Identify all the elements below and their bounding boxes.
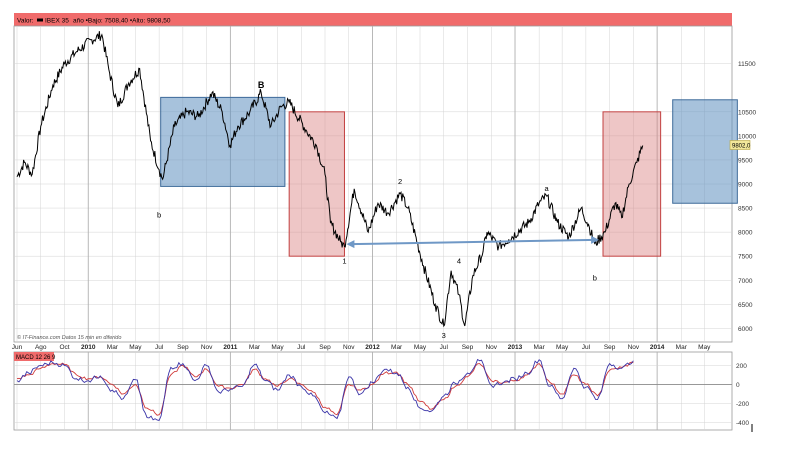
x-tick-label: May (698, 344, 711, 351)
x-tick-label: May (129, 344, 142, 351)
y-tick-label: 9000 (738, 182, 753, 189)
header-label: Valor: (17, 18, 34, 25)
macd-line (16, 358, 634, 421)
macd-plot-area (13, 351, 733, 431)
wave-label: 3 (442, 331, 446, 340)
macd-label-bg (14, 352, 54, 361)
x-tick-label: May (414, 344, 427, 351)
blue-zone-box (672, 99, 738, 204)
x-tick-label: May (556, 344, 569, 351)
arrow-head-left (346, 240, 355, 249)
blue-zone-box (160, 96, 286, 187)
x-tick-label: Jul (582, 344, 591, 351)
last-price-label: 9802,0 (732, 144, 751, 150)
header-stats: año •Bajo: 7508,40 •Alto: 9808,50 (73, 18, 171, 25)
header-ticker: IBEX 35 (45, 18, 69, 25)
x-tick-label: Nov (201, 344, 213, 351)
arrow-shaft (350, 238, 596, 246)
x-tick-label: Ago (35, 344, 47, 351)
wave-label: 4 (457, 256, 461, 265)
macd-label: MACD 12 26 9 (16, 355, 56, 361)
series-swatch (37, 18, 43, 22)
x-tick-label: Oct (59, 344, 69, 351)
macd-tick-label: 0 (736, 382, 740, 389)
x-tick-label: Mar (676, 344, 688, 351)
x-tick-label: 2014 (650, 344, 665, 351)
x-tick-label: Nov (485, 344, 497, 351)
x-tick-label: Mar (534, 344, 546, 351)
wave-label: 2 (398, 177, 402, 186)
wave-label: b (157, 211, 161, 220)
x-tick-label: Mar (107, 344, 119, 351)
y-tick-label: 7000 (738, 278, 753, 285)
y-tick-label: 6500 (738, 302, 753, 309)
data-source-note: © IT-Finance.com Datos 15 min en diferid… (17, 334, 121, 341)
support-arrow (346, 235, 600, 249)
y-tick-label: 11500 (738, 61, 756, 68)
x-tick-label: Sep (462, 344, 474, 351)
y-tick-label: 8500 (738, 206, 753, 213)
wave-label: b (593, 273, 597, 282)
macd-y-axis: 200 0 -200 -400 (736, 363, 749, 427)
last-price-box (729, 140, 751, 150)
macd-tick-label: -200 (736, 401, 749, 408)
chart-header-bar (14, 13, 732, 26)
macd-series (16, 358, 634, 421)
highlight-boxes (160, 96, 738, 257)
x-tick-label: Jun (12, 344, 23, 351)
x-tick-label: Jul (155, 344, 164, 351)
price-grid (14, 26, 732, 342)
wave-annotations: Bb 1 2 3 4 a b (157, 80, 597, 340)
price-series (16, 31, 644, 328)
y-tick-label: 8000 (738, 230, 753, 237)
x-tick-label: Mar (249, 344, 261, 351)
x-tick-label: 2012 (365, 344, 380, 351)
x-axis: Jun Ago Oct 2010 Mar May Jul Sep Nov 2011 Mar May Ju… (12, 344, 711, 351)
wave-label: a (544, 184, 549, 193)
price-line (16, 31, 644, 328)
y-tick-label: 10500 (738, 109, 756, 116)
x-tick-label: 2011 (223, 344, 237, 351)
x-tick-label: Nov (628, 344, 640, 351)
y-tick-label: 9500 (738, 157, 753, 164)
x-tick-label: Sep (177, 344, 189, 351)
arrow-head-right (591, 235, 600, 244)
x-tick-label: Sep (604, 344, 616, 351)
x-tick-label: Nov (343, 344, 355, 351)
x-tick-label: Sep (319, 344, 331, 351)
x-tick-label: May (271, 344, 284, 351)
y-tick-label: 6000 (738, 326, 753, 333)
x-tick-label: 2013 (508, 344, 523, 351)
price-y-axis: 6000 6500 7000 7500 8000 8500 9000 9500 10000 105… (729, 61, 756, 333)
x-tick-label: Jul (297, 344, 306, 351)
y-tick-label: 10000 (738, 133, 756, 140)
x-tick-label: Jul (440, 344, 449, 351)
x-tick-label: 2010 (81, 344, 96, 351)
red-zone-box (602, 111, 662, 257)
y-tick-label: 7500 (738, 254, 753, 261)
macd-tick-label: -400 (736, 420, 749, 427)
macd-tick-label: 200 (736, 363, 747, 370)
wave-label: 1 (342, 256, 346, 265)
x-tick-label: Mar (391, 344, 403, 351)
wave-label: B (258, 80, 265, 90)
